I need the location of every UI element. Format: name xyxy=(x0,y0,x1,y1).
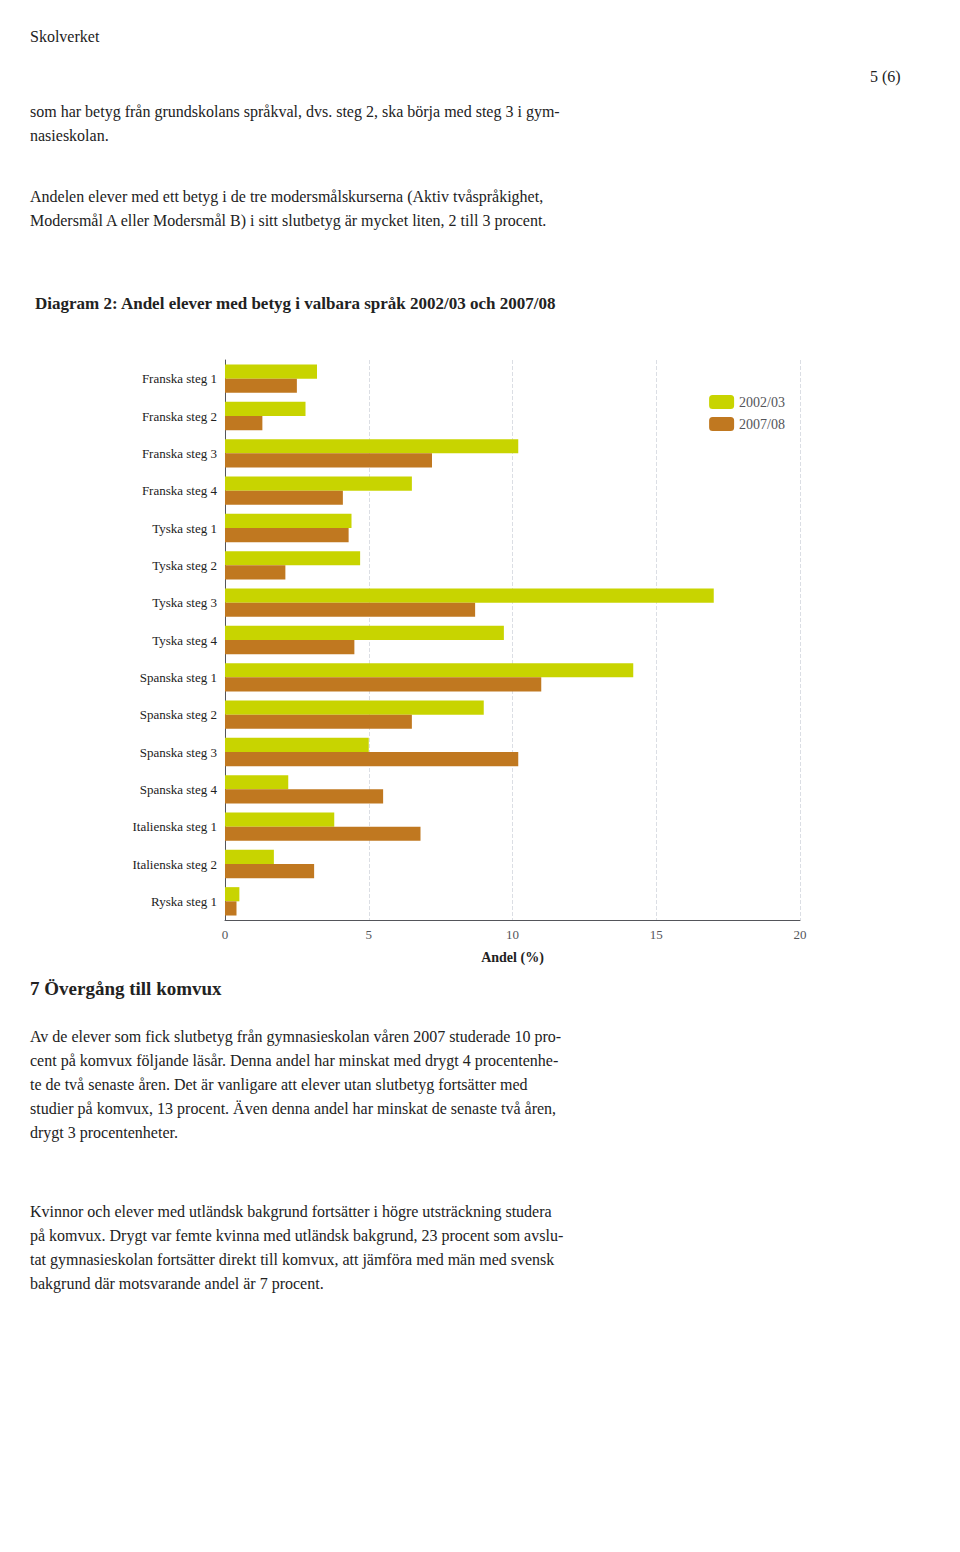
svg-text:0: 0 xyxy=(222,927,229,942)
svg-text:Spanska steg 1: Spanska steg 1 xyxy=(140,670,217,685)
svg-text:Italienska steg 1: Italienska steg 1 xyxy=(133,819,217,834)
svg-text:Diagram 2: Andel elever med be: Diagram 2: Andel elever med betyg i valb… xyxy=(35,294,556,313)
svg-text:Italienska steg 2: Italienska steg 2 xyxy=(133,857,217,872)
html-text:5 (6): 5 (6) xyxy=(870,68,901,85)
svg-text:Spanska steg 3: Spanska steg 3 xyxy=(140,745,217,760)
html-text:Av de elever som fick slutbety: Av de elever som fick slutbetyg från gym… xyxy=(30,1028,562,1141)
svg-text:Tyska steg 1: Tyska steg 1 xyxy=(152,521,217,536)
svg-text:2007/08: 2007/08 xyxy=(739,417,785,432)
svg-text:Tyska steg 3: Tyska steg 3 xyxy=(152,595,217,610)
svg-text:Spanska steg 4: Spanska steg 4 xyxy=(140,782,218,797)
svg-text:Ryska steg 1: Ryska steg 1 xyxy=(151,894,217,909)
svg-text:15: 15 xyxy=(650,927,663,942)
svg-text:2002/03: 2002/03 xyxy=(739,395,785,410)
html-text:som har betyg från grundskolan: som har betyg från grundskolans språkval… xyxy=(30,103,560,144)
svg-text:20: 20 xyxy=(794,927,807,942)
svg-text:Franska steg 3: Franska steg 3 xyxy=(142,446,217,461)
svg-text:Tyska steg 2: Tyska steg 2 xyxy=(152,558,217,573)
svg-text:Spanska steg 2: Spanska steg 2 xyxy=(140,707,217,722)
html-text:7 Övergång till komvux: 7 Övergång till komvux xyxy=(30,978,222,999)
svg-text:Franska steg 1: Franska steg 1 xyxy=(142,371,217,386)
svg-text:Franska steg 2: Franska steg 2 xyxy=(142,409,217,424)
svg-text:Franska steg 4: Franska steg 4 xyxy=(142,483,218,498)
svg-text:5: 5 xyxy=(366,927,373,942)
svg-text:Andel (%): Andel (%) xyxy=(481,950,544,966)
html-text:Andelen elever med ett betyg i: Andelen elever med ett betyg i de tre mo… xyxy=(30,188,547,229)
html-text:Skolverket: Skolverket xyxy=(30,28,100,45)
svg-text:10: 10 xyxy=(506,927,519,942)
html-text:Kvinnor och elever med utländs: Kvinnor och elever med utländsk bakgrund… xyxy=(30,1203,564,1292)
svg-text:Tyska steg 4: Tyska steg 4 xyxy=(152,633,217,648)
